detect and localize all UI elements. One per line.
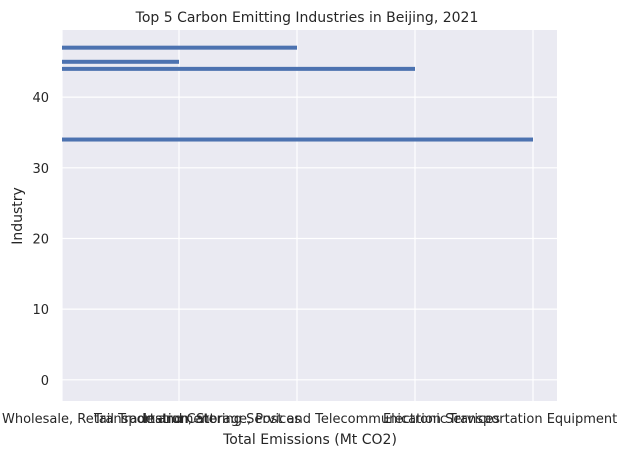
x-tick-label: Electronic <box>383 412 447 427</box>
plot-area <box>62 30 557 401</box>
x-axis-label: Total Emissions (Mt CO2) <box>222 432 397 448</box>
x-tick-label: Instrument <box>143 412 215 427</box>
y-tick-label: 10 <box>32 303 49 318</box>
bars <box>62 45 533 142</box>
x-tick-label: Wholesale, Retail Trade and Catering Ser… <box>2 412 301 427</box>
x-tick-label: Transportation Equipment <box>448 412 618 427</box>
bar <box>62 59 179 64</box>
y-tick-label: 40 <box>32 91 49 106</box>
chart-title: Top 5 Carbon Emitting Industries in Beij… <box>135 10 479 26</box>
x-tick-labels: Wholesale, Retail Trade and Catering Ser… <box>2 412 617 427</box>
y-tick-label: 20 <box>32 232 49 247</box>
x-tick-label: Transportation, Storage, Post and Teleco… <box>93 412 500 427</box>
y-axis-label: Industry <box>10 187 26 245</box>
y-tick-label: 30 <box>32 162 49 177</box>
y-tick-labels: 0 10 20 30 40 <box>32 91 49 389</box>
bar <box>62 137 533 142</box>
bar <box>62 45 297 50</box>
grid-lines <box>61 30 557 401</box>
bar <box>62 66 415 71</box>
y-tick-label: 0 <box>41 374 49 389</box>
